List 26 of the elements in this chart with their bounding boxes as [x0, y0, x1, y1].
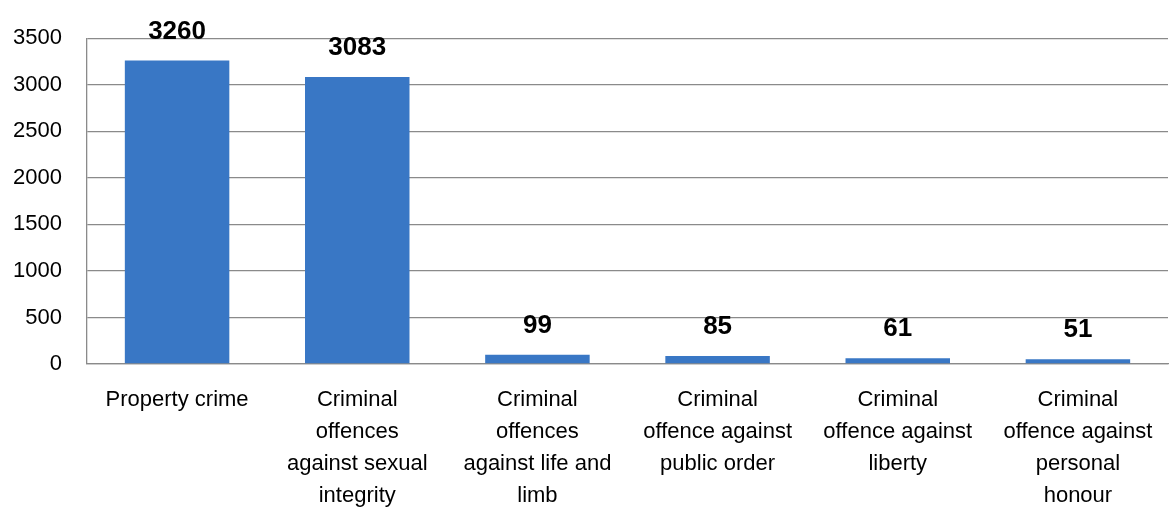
bar	[665, 356, 770, 364]
bar	[305, 77, 410, 364]
data-label: 85	[703, 310, 733, 341]
bar	[124, 60, 230, 364]
x-tick-label: Criminal offence against public order	[643, 386, 792, 475]
y-tick-label: 3000	[13, 70, 62, 96]
data-label: 3083	[328, 31, 387, 62]
x-tick-label: Criminal offence against personal honour	[1003, 386, 1153, 507]
data-label: 51	[1063, 313, 1093, 344]
bar	[845, 358, 950, 364]
x-tick-label: Property crime	[105, 386, 249, 412]
x-tick-label: Criminal offences against sexual integrity	[286, 386, 428, 507]
y-tick-label: 500	[25, 303, 62, 329]
data-label: 99	[522, 308, 552, 339]
y-tick-label: 3500	[13, 24, 62, 50]
bar	[485, 354, 590, 364]
x-tick-label: Criminal offence against liberty	[823, 386, 973, 475]
data-label: 61	[883, 312, 913, 343]
y-tick-label: 1500	[13, 210, 62, 236]
y-tick-label: 0	[49, 350, 62, 376]
y-tick-label: 1000	[13, 256, 62, 282]
y-tick-label: 2000	[13, 163, 62, 189]
y-tick-label: 2500	[13, 117, 62, 143]
x-tick-label: Criminal offences against life and limb	[463, 386, 612, 507]
data-label: 3260	[148, 14, 207, 45]
bar	[1025, 359, 1131, 364]
